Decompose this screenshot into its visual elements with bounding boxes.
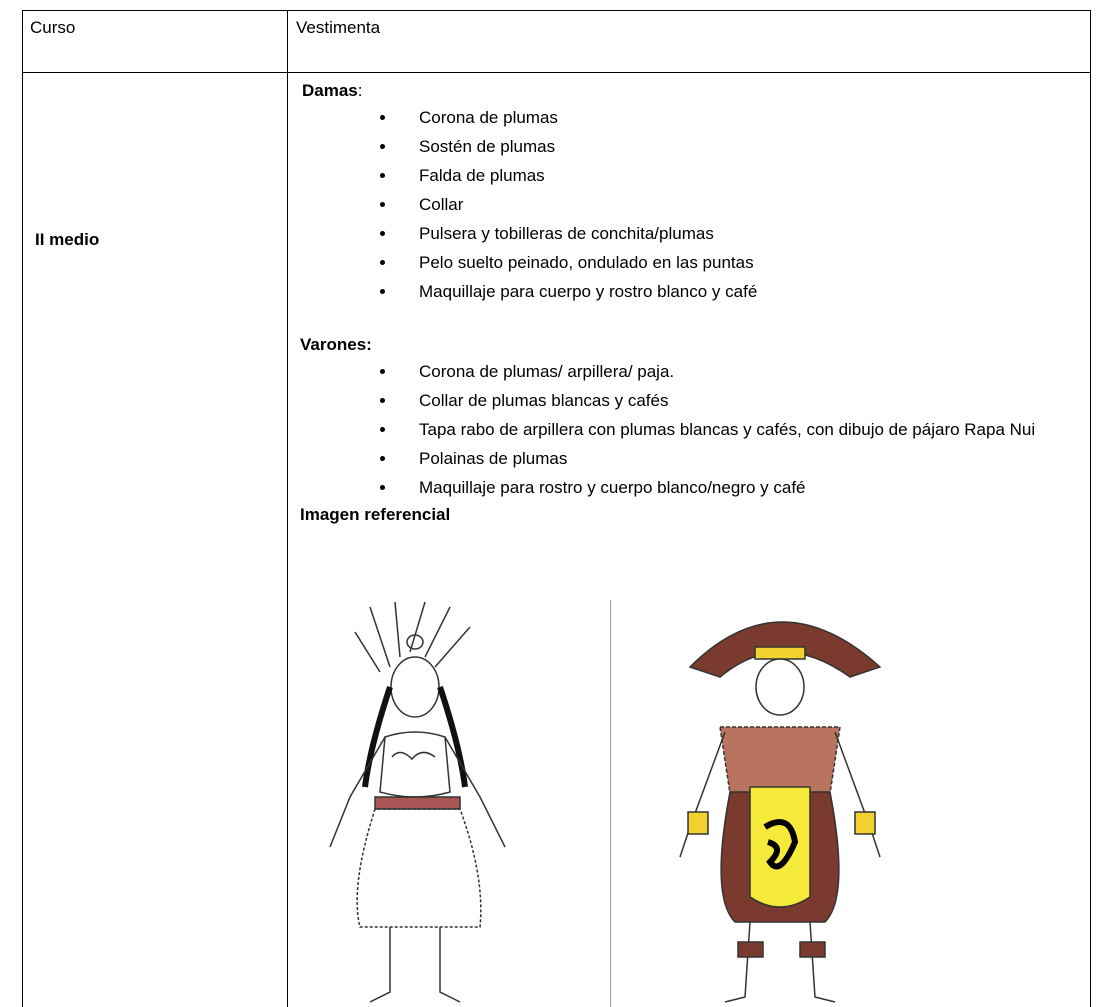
section-title: Varones: xyxy=(300,335,372,354)
section-title: Damas xyxy=(302,81,358,100)
list-item: Tapa rabo de arpillera con plumas blanca… xyxy=(397,415,1087,444)
figure-varon xyxy=(679,621,882,1003)
list-item: Polainas de plumas xyxy=(397,444,1087,473)
list-item: Collar de plumas blancas y cafés xyxy=(397,386,1087,415)
list-item: Corona de plumas xyxy=(397,103,1087,132)
border xyxy=(1090,10,1091,1007)
course: II medio xyxy=(35,230,100,249)
list: Corona de plumasSostén de plumasFalda de… xyxy=(302,103,1087,306)
content: Damas: Corona de plumasSostén de plumasF… xyxy=(300,79,1087,528)
list-item: Falda de plumas xyxy=(397,161,1087,190)
list-item: Pulsera y tobilleras de conchita/plumas xyxy=(397,219,1087,248)
figure-dama xyxy=(329,601,506,1003)
border xyxy=(22,10,23,1007)
list-item: Pelo suelto peinado, ondulado en las pun… xyxy=(397,248,1087,277)
list: Corona de plumas/ arpillera/ paja.Collar… xyxy=(302,357,1087,502)
header-cell: Curso xyxy=(30,18,76,37)
section-title: Damas: xyxy=(302,79,1087,103)
separator: : xyxy=(357,81,363,100)
border xyxy=(22,72,1091,73)
image-caption: Imagen referencial xyxy=(300,505,451,524)
list-item: Corona de plumas/ arpillera/ paja. xyxy=(397,357,1087,386)
list-item: Maquillaje para rostro y cuerpo blanco/n… xyxy=(397,473,1087,502)
list-item: Collar xyxy=(397,190,1087,219)
border xyxy=(287,10,288,1007)
border xyxy=(22,10,1091,11)
divider xyxy=(610,600,611,1007)
list-item: Maquillaje para cuerpo y rostro blanco y… xyxy=(397,277,1087,306)
header-cell: Vestimenta xyxy=(296,18,381,37)
list-item: Sostén de plumas xyxy=(397,132,1087,161)
